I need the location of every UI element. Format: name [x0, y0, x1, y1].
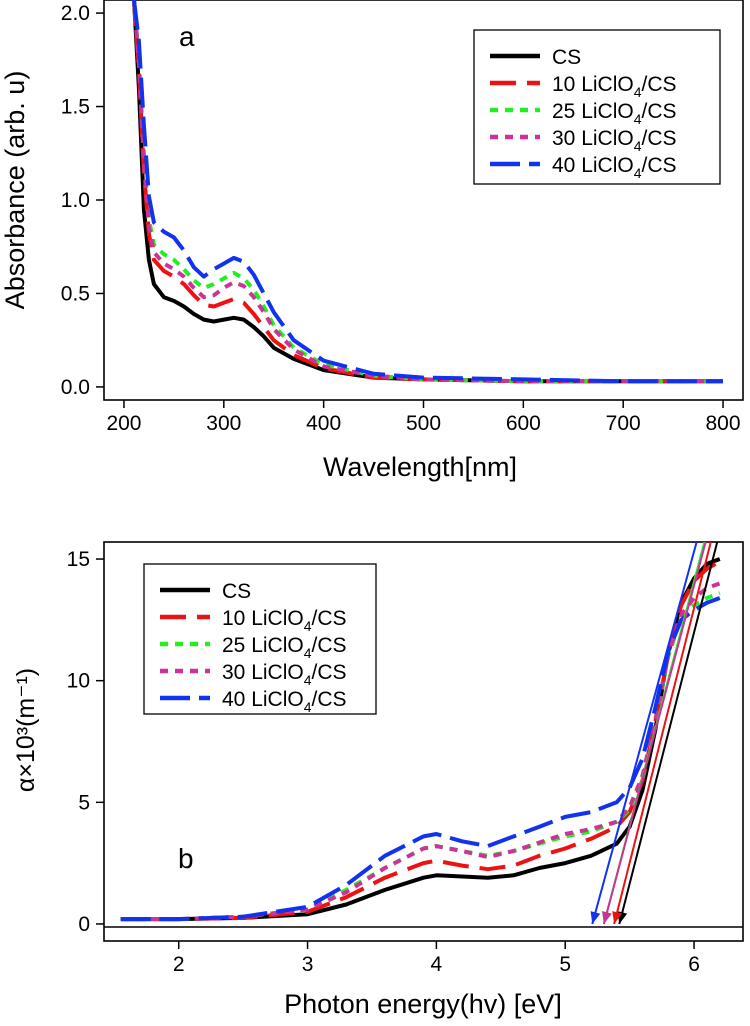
legend-label-l30: 30 LiClO4/CS	[552, 127, 677, 154]
y-axis-label: α×10³(m⁻¹)	[12, 668, 40, 792]
y-tick-label: 1.0	[61, 189, 90, 212]
x-tick-label: 5	[559, 953, 571, 976]
x-tick-label: 800	[706, 412, 741, 435]
x-axis: 2 3 4 5 6	[173, 941, 700, 976]
series-l40-line	[132, 0, 723, 384]
x-tick-label: 6	[688, 953, 700, 976]
fit-arrowhead-l40	[590, 911, 601, 924]
y-tick-label: 0	[78, 913, 90, 936]
fit-line-l40	[591, 542, 698, 925]
plot-frame	[103, 541, 744, 942]
y-tick-label: 10	[67, 670, 90, 693]
y-tick-label: 5	[78, 791, 90, 814]
y-axis: 0 5 10 15	[67, 548, 104, 936]
fit-arrowhead-l10	[612, 911, 622, 924]
y-tick-label: 1.5	[61, 96, 90, 119]
x-axis: 200 300 400 500 600 700 800	[106, 400, 741, 435]
x-tick-label: 500	[406, 412, 441, 435]
legend-label-l10: 10 LiClO4/CS	[222, 607, 347, 634]
fit-line-l10	[613, 542, 712, 925]
legend-label-l25: 25 LiClO4/CS	[552, 100, 677, 127]
x-tick-label: 300	[206, 412, 241, 435]
legend-label-l25: 25 LiClO4/CS	[222, 634, 347, 661]
series-group	[132, 0, 723, 384]
legend-label-cs: CS	[552, 46, 581, 69]
legend-label-l40: 40 LiClO4/CS	[552, 154, 677, 181]
series-l30-line	[120, 581, 721, 922]
fit-line-cs	[618, 542, 719, 925]
x-tick-label: 700	[606, 412, 641, 435]
x-axis-label: Wavelength[nm]	[323, 452, 517, 482]
x-tick-label: 2	[173, 953, 185, 976]
legend-label-l30: 30 LiClO4/CS	[222, 661, 347, 688]
series-group	[120, 557, 721, 922]
legend-label-l10: 10 LiClO4/CS	[552, 73, 677, 100]
fit-arrowhead-l30	[602, 911, 612, 924]
x-axis-label: Photon energy(hv) [eV]	[284, 989, 562, 1019]
y-axis-label: Absorbance (arb. u)	[0, 71, 30, 310]
x-tick-label: 400	[306, 412, 341, 435]
y-tick-label: 2.0	[61, 2, 90, 25]
x-tick-label: 600	[506, 412, 541, 435]
legend-label-l40: 40 LiClO4/CS	[222, 688, 347, 715]
y-tick-label: 15	[67, 548, 90, 571]
fit-line-l30	[602, 542, 707, 925]
legend-label-cs: CS	[222, 580, 251, 603]
x-tick-label: 200	[106, 412, 141, 435]
fit-lines	[590, 542, 719, 925]
panel-label: b	[178, 843, 194, 874]
panel-label: a	[179, 21, 195, 52]
absorption-coefficient-chart: 2 3 4 5 6 0 5 10 15 b Photon energy(hv) [eV] α×…	[12, 541, 744, 1019]
series-l40-line	[120, 596, 721, 922]
y-tick-label: 0.0	[61, 376, 90, 399]
x-tick-label: 4	[431, 953, 443, 976]
y-axis: 0.0 0.5 1.0 1.5 2.0	[61, 2, 104, 399]
x-tick-label: 3	[302, 953, 314, 976]
absorbance-chart: 200 300 400 500 600 700 800 0.00.51.01.52.0 a …	[0, 0, 744, 482]
y-tick-label: 0.5	[61, 282, 90, 305]
